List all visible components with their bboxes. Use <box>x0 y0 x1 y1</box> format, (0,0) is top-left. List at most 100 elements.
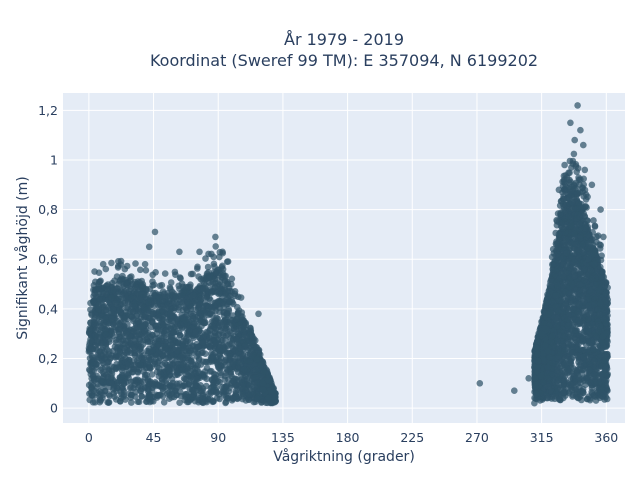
scatter-point <box>201 368 209 375</box>
scatter-point <box>125 361 132 368</box>
scatter-point <box>172 271 179 279</box>
scatter-point <box>240 366 248 374</box>
scatter-point <box>205 250 212 258</box>
scatter-point <box>217 327 224 334</box>
scatter-point <box>118 295 125 303</box>
scatter-point <box>180 359 188 367</box>
scatter-point <box>148 371 156 378</box>
scatter-point <box>91 377 98 384</box>
scatter-point <box>89 354 96 362</box>
scatter-point <box>226 353 233 360</box>
scatter-point <box>207 354 215 361</box>
scatter-point <box>145 348 153 355</box>
scatter-point <box>246 382 253 389</box>
scatter-point <box>176 399 183 407</box>
scatter-point <box>223 258 231 266</box>
scatter-point <box>125 348 132 355</box>
scatter-point <box>222 290 229 297</box>
scatter-point <box>103 346 111 353</box>
scatter-point <box>203 293 210 301</box>
scatter-point <box>164 302 171 310</box>
scatter-point <box>113 387 120 395</box>
scatter-point <box>152 335 159 342</box>
scatter-point <box>108 259 115 267</box>
scatter-point <box>164 390 171 397</box>
scatter-point <box>140 368 147 376</box>
scatter-point <box>156 282 164 290</box>
scatter-point <box>107 354 114 362</box>
scatter-point <box>568 205 576 213</box>
scatter-point <box>589 390 596 397</box>
scatter-point <box>102 290 110 298</box>
scatter-point <box>216 278 224 286</box>
scatter-point <box>116 348 124 356</box>
scatter-point <box>159 351 167 359</box>
scatter-point <box>130 327 138 335</box>
scatter-point <box>209 398 216 406</box>
scatter-point <box>220 387 227 395</box>
scatter-point <box>127 294 135 302</box>
scatter-point <box>176 332 184 339</box>
scatter-point <box>149 317 156 325</box>
scatter-point <box>219 265 227 273</box>
scatter-point <box>89 392 96 399</box>
scatter-point <box>247 325 254 332</box>
scatter-point <box>97 377 105 385</box>
scatter-point <box>163 326 170 334</box>
scatter-point <box>189 365 196 373</box>
scatter-point <box>156 357 163 365</box>
scatter-point <box>124 304 132 311</box>
scatter-point <box>147 356 155 363</box>
scatter-point <box>113 382 121 389</box>
scatter-markers <box>85 102 611 407</box>
scatter-point <box>245 396 252 403</box>
scatter-point <box>253 355 261 363</box>
scatter-point <box>577 379 584 387</box>
scatter-point <box>179 337 187 345</box>
scatter-point <box>212 371 219 379</box>
scatter-point <box>119 336 127 344</box>
scatter-point <box>234 386 241 394</box>
scatter-point <box>246 332 254 339</box>
scatter-point <box>159 321 167 329</box>
scatter-point <box>129 317 137 325</box>
scatter-point <box>191 380 199 388</box>
scatter-point <box>257 362 264 370</box>
scatter-point <box>202 350 209 358</box>
scatter-point <box>246 391 253 398</box>
scatter-point <box>259 386 267 393</box>
scatter-point <box>230 345 237 353</box>
scatter-point <box>573 366 580 374</box>
scatter-point <box>198 329 206 337</box>
scatter-point <box>575 358 582 366</box>
scatter-point <box>189 270 196 278</box>
scatter-point <box>155 314 162 322</box>
scatter-point <box>88 311 95 319</box>
scatter-point <box>155 341 162 349</box>
scatter-point <box>137 266 144 274</box>
scatter-point <box>215 363 222 371</box>
scatter-point <box>104 374 112 381</box>
scatter-point <box>118 384 126 392</box>
scatter-point <box>195 369 203 376</box>
scatter-point <box>189 342 196 350</box>
scatter-point <box>159 385 166 392</box>
scatter-point <box>158 306 166 313</box>
scatter-point <box>108 379 115 387</box>
scatter-point <box>170 328 177 336</box>
scatter-point <box>143 306 151 314</box>
scatter-point <box>189 291 197 299</box>
scatter-point <box>215 346 223 354</box>
scatter-point <box>115 328 123 336</box>
scatter-point <box>216 289 224 297</box>
scatter-point <box>96 296 103 304</box>
scatter-point <box>102 331 110 338</box>
scatter-point <box>116 306 123 314</box>
scatter-point <box>210 253 217 261</box>
scatter-point <box>92 326 100 334</box>
scatter-point <box>94 338 101 345</box>
scatter-point <box>87 319 94 326</box>
scatter-point <box>169 312 176 319</box>
scatter-point <box>222 398 230 406</box>
scatter-point <box>580 353 587 361</box>
